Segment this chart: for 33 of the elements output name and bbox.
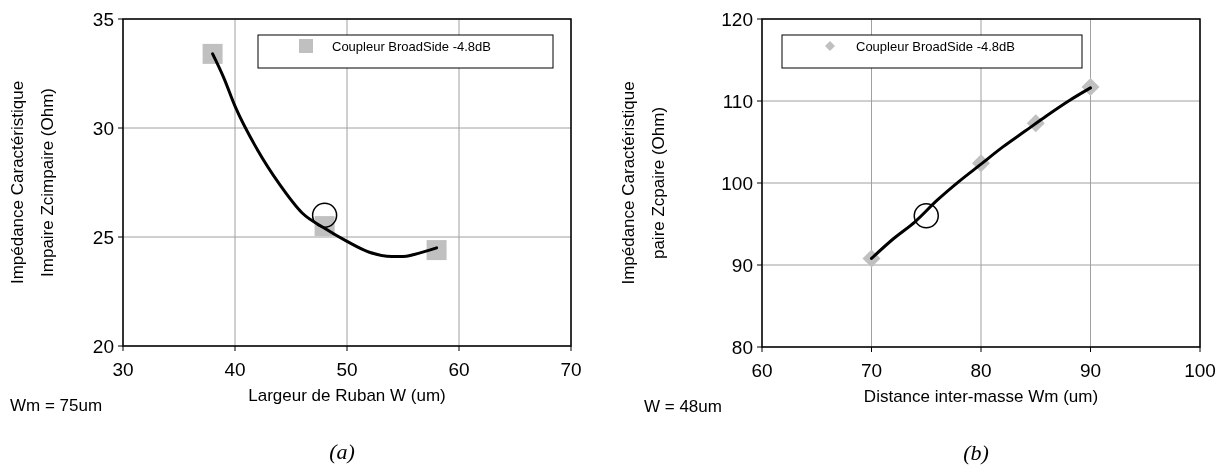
point xyxy=(311,202,338,228)
point xyxy=(913,203,939,229)
y-tick-label: 35 xyxy=(92,9,114,30)
x-tick-label: 90 xyxy=(1079,360,1102,381)
x-axis-title: Distance inter-masse Wm (um) xyxy=(863,387,1099,406)
y-tick-label: 100 xyxy=(721,173,753,194)
text: W = 48um xyxy=(644,397,722,416)
y-tick-label: 110 xyxy=(722,91,753,112)
x-tick-label: 60 xyxy=(751,360,773,381)
x-tick-label: 70 xyxy=(860,360,883,381)
y-tick-label: 80 xyxy=(731,337,753,358)
legend-label: Coupleur BroadSide -4.8dB xyxy=(856,39,1015,54)
y-tick-label: 20 xyxy=(92,336,114,357)
y-tick-label: 120 xyxy=(721,9,753,30)
x-tick-label: 40 xyxy=(224,359,246,380)
text: Wm = 75um xyxy=(10,396,103,415)
y-tick-label: 30 xyxy=(92,118,114,139)
y-axis-title: Impédance Caractéristique paire Zcpaire (Ohm) xyxy=(619,81,668,285)
x-axis-title: Largeur de Ruban W (um) xyxy=(248,386,446,405)
y-tick-label: 90 xyxy=(731,255,753,276)
text: (b) xyxy=(963,440,989,465)
text: (a) xyxy=(329,439,355,464)
x-tick-label: 70 xyxy=(560,359,582,380)
point xyxy=(426,240,447,261)
point xyxy=(202,43,223,64)
y-tick-label: 25 xyxy=(92,227,114,248)
x-tick-label: 60 xyxy=(448,359,470,380)
legend-label: Coupleur BroadSide -4.8dB xyxy=(332,39,491,54)
x-tick-label: 30 xyxy=(112,359,134,380)
y-axis-title: Impédance Caractéristique Impaire Zcimpaire (Ohm) xyxy=(8,80,57,285)
x-tick-label: 100 xyxy=(1184,360,1216,381)
x-tick-label: 50 xyxy=(336,359,358,380)
x-tick-label: 80 xyxy=(970,360,992,381)
